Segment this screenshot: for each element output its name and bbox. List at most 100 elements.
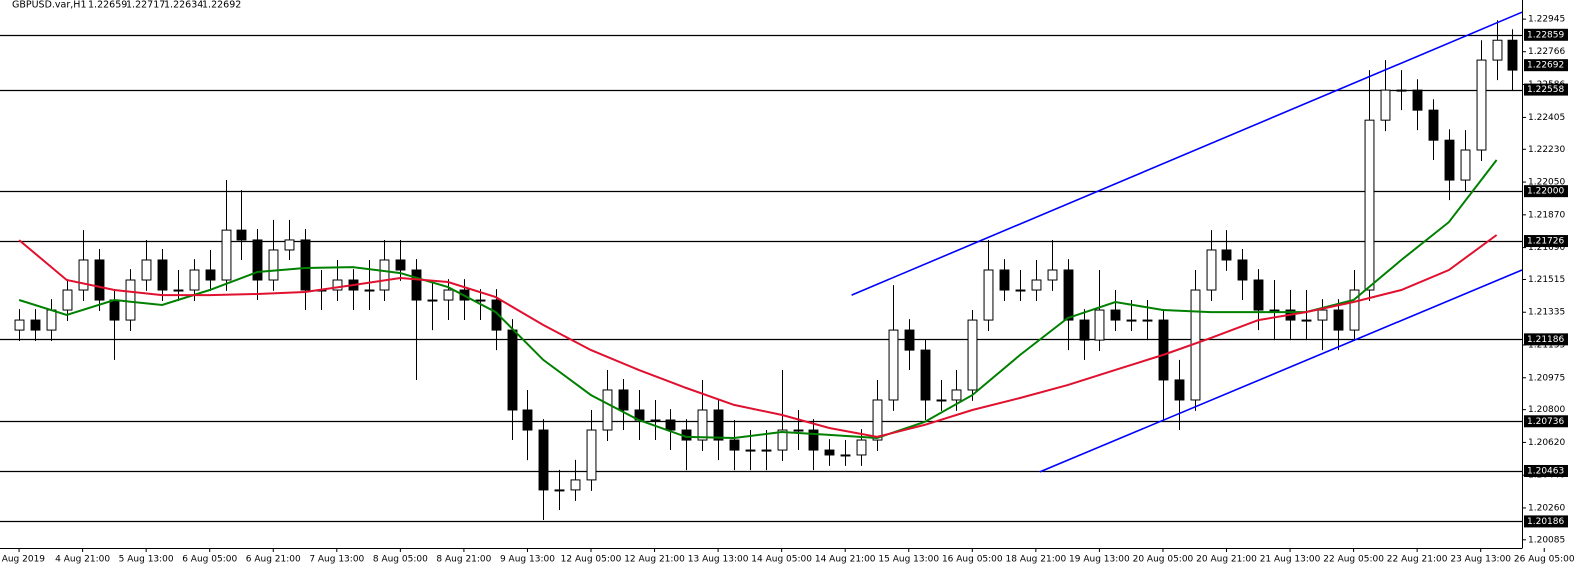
candle-body: [173, 289, 184, 292]
x-tick-label: 2 Aug 2019: [0, 555, 45, 565]
plot-area: [0, 11, 1523, 523]
candle-body: [1126, 319, 1137, 322]
candle-body: [205, 269, 216, 281]
candle-body: [570, 479, 581, 491]
candle-body: [983, 269, 994, 321]
candle-body: [1317, 309, 1328, 321]
level-label-box: [1524, 83, 1568, 96]
x-tick-label: 22 Aug 05:00: [1323, 555, 1384, 565]
y-tick-label: 1.22766: [1528, 47, 1565, 57]
candle-body: [443, 289, 454, 301]
candle-body: [411, 269, 422, 301]
level-label-box: [1524, 464, 1568, 477]
candle-body: [125, 279, 136, 321]
x-tick-label: 5 Aug 13:00: [119, 555, 174, 565]
y-tick-label: 1.22230: [1528, 145, 1565, 155]
candle-body: [872, 399, 883, 441]
x-tick-label: 16 Aug 05:00: [942, 555, 1003, 565]
y-tick-label: 1.22405: [1528, 113, 1565, 123]
candle-body: [507, 329, 518, 411]
x-tick-label: 14 Aug 21:00: [815, 555, 876, 565]
candle-body: [1492, 39, 1503, 61]
x-tick-label: 26 Aug 05:00: [1514, 555, 1575, 565]
last-price-box: [1524, 59, 1568, 72]
candle-body: [268, 249, 279, 281]
x-tick-label: 20 Aug 21:00: [1196, 555, 1257, 565]
level-label-box: [1524, 515, 1568, 528]
level-label: 1.21186: [1527, 335, 1564, 345]
candle-body: [62, 289, 73, 311]
candle-body: [856, 439, 867, 456]
candle-body: [1301, 319, 1312, 322]
y-tick-label: 1.21155: [1528, 341, 1565, 351]
level-label: 1.21726: [1527, 237, 1564, 247]
candle-body: [236, 229, 247, 241]
candle-body: [761, 449, 772, 452]
candle-body: [1460, 149, 1471, 181]
y-tick-label: 1.21870: [1528, 210, 1565, 220]
level-label: 1.20186: [1527, 517, 1564, 527]
moving-average: [18, 159, 1498, 440]
candle-body: [1507, 39, 1518, 71]
candle-body: [665, 419, 676, 431]
header-open: 1.22659: [88, 0, 127, 11]
y-tick-label: 1.21690: [1528, 243, 1565, 253]
candle-body: [14, 319, 25, 331]
candle-body: [824, 449, 835, 456]
candle-body: [1476, 59, 1487, 151]
candle-body: [252, 239, 263, 281]
candle-body: [920, 349, 931, 401]
y-tick-label: 1.21335: [1528, 308, 1565, 318]
trend-line: [851, 11, 1523, 296]
candle-body: [46, 309, 57, 331]
y-tick-label: 1.20800: [1528, 405, 1565, 415]
candle-body: [221, 229, 232, 281]
candle-body: [1396, 89, 1407, 92]
candle-body: [522, 409, 533, 431]
symbol-title: GBPUSD.var,H1: [12, 0, 86, 11]
candle-body: [141, 259, 152, 281]
last-price-label: 1.22692: [1527, 61, 1564, 71]
x-tick-label: 20 Aug 05:00: [1133, 555, 1194, 565]
candle-body: [840, 454, 851, 457]
x-tick-label: 14 Aug 05:00: [751, 555, 812, 565]
x-tick-label: 8 Aug 05:00: [373, 555, 428, 565]
x-tick-label: 7 Aug 13:00: [309, 555, 364, 565]
x-tick-label: 9 Aug 13:00: [500, 555, 555, 565]
x-tick-label: 6 Aug 05:00: [182, 555, 237, 565]
candle-body: [1206, 249, 1217, 291]
level-label: 1.22859: [1527, 30, 1564, 40]
moving-average: [18, 234, 1498, 438]
candle-body: [1364, 119, 1375, 291]
candle-body: [808, 429, 819, 451]
candle-body: [1158, 319, 1169, 381]
candle-body: [491, 299, 502, 331]
level-label-box: [1524, 333, 1568, 346]
candle-body: [1015, 289, 1026, 292]
candle-body: [697, 409, 708, 441]
x-tick-label: 12 Aug 21:00: [624, 555, 685, 565]
x-tick-label: 12 Aug 05:00: [561, 555, 622, 565]
x-tick-label: 18 Aug 21:00: [1006, 555, 1067, 565]
y-tick-label: 1.22945: [1528, 15, 1565, 25]
candle-body: [1444, 139, 1455, 181]
candle-body: [650, 419, 661, 422]
candle-body: [713, 409, 724, 441]
y-tick-label: 1.20260: [1528, 503, 1565, 513]
level-label-box: [1524, 28, 1568, 41]
level-label: 1.22000: [1527, 187, 1564, 197]
candle-body: [999, 269, 1010, 291]
candle-body: [379, 259, 390, 291]
candle-body: [1380, 89, 1391, 121]
candle-body: [157, 259, 168, 291]
candle-body: [729, 439, 740, 451]
candle-body: [554, 489, 565, 492]
x-tick-label: 21 Aug 13:00: [1260, 555, 1321, 565]
candle-body: [109, 299, 120, 321]
candle-body: [1253, 279, 1264, 311]
candle-body: [1110, 309, 1121, 321]
candle-body: [1047, 269, 1058, 281]
